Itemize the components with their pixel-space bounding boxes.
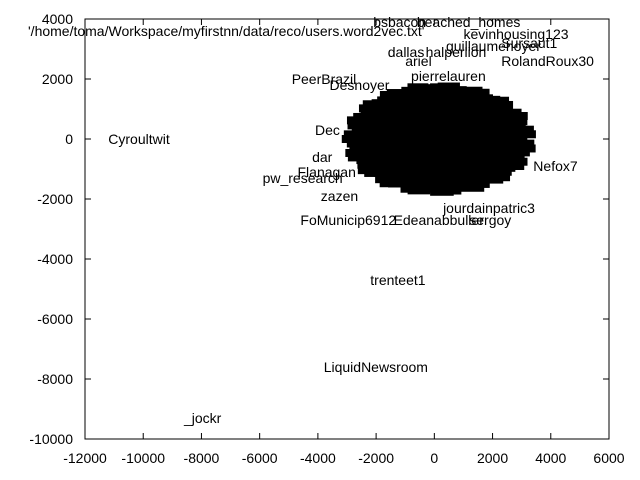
point-label: Cyroultwit — [108, 131, 170, 147]
point-label: pierrelauren — [411, 68, 486, 84]
point-label: zazen — [321, 188, 358, 204]
cluster-edge-glyph — [379, 179, 402, 188]
y-tick-label: -6000 — [37, 311, 73, 327]
x-tick-label: -4000 — [300, 450, 336, 466]
cluster-edge-glyph — [508, 125, 534, 134]
cluster-edge-glyph — [498, 152, 525, 161]
plot-frame — [84, 18, 610, 440]
point-label: Nefox7 — [533, 158, 578, 174]
cluster-edge-glyph — [468, 174, 494, 183]
point-label: dar — [312, 149, 333, 165]
cluster-edge-glyph — [357, 166, 378, 175]
y-tick-label: -10000 — [29, 431, 73, 447]
cluster-edge-glyph — [502, 111, 528, 120]
y-tick-label: 2000 — [42, 71, 73, 87]
x-tick-label: 6000 — [593, 450, 624, 466]
point-label: ariel — [405, 53, 431, 69]
point-label: trenteet1 — [370, 272, 425, 288]
point-label: guillaumehoyer — [446, 38, 541, 54]
cluster-edge-glyph — [349, 143, 368, 152]
y-tick-label: -4000 — [37, 251, 73, 267]
cluster-edge-glyph — [484, 96, 510, 105]
point-label: halperlion — [426, 44, 487, 60]
point-label: _jockr — [183, 410, 222, 426]
cluster-edge-glyph — [345, 148, 364, 157]
x-tick-label: -12000 — [63, 450, 107, 466]
x-tick-label: -10000 — [121, 450, 165, 466]
dense-cluster — [341, 82, 536, 196]
y-tick-label: 4000 — [42, 11, 73, 27]
point-label: RolandRoux30 — [501, 53, 594, 69]
point-label: Flanagan — [298, 164, 356, 180]
point-label: Sursaut1 — [501, 35, 557, 51]
cluster-edge-glyph — [488, 100, 514, 109]
point-label: sergoy — [469, 212, 511, 228]
cluster-edge-glyph — [341, 135, 359, 143]
chart-title: '/home/toma/Workspace/myfirstnn/data/rec… — [28, 23, 424, 39]
cluster-edge-glyph — [502, 117, 528, 126]
x-tick-label: -2000 — [358, 450, 394, 466]
x-tick-label: 4000 — [535, 450, 566, 466]
y-tick-label: -8000 — [37, 371, 73, 387]
cluster-edge-glyph — [374, 169, 396, 178]
cluster-edge-glyph — [377, 96, 397, 105]
point-label: PeerBrazil — [292, 71, 357, 87]
point-label: jourdainpatric3 — [442, 200, 535, 216]
cluster-edge-glyph — [466, 88, 490, 97]
point-label: Edeanabbuller — [394, 212, 485, 228]
x-tick-label: -6000 — [242, 450, 278, 466]
cluster-edge-glyph — [347, 153, 367, 162]
point-label: LiquidNewsroom — [324, 359, 428, 375]
cluster-blob — [352, 88, 516, 190]
x-tick-label: 2000 — [477, 450, 508, 466]
cluster-edge-glyph — [508, 139, 535, 148]
point-label: bsbacon — [373, 14, 426, 30]
x-tick-label: 0 — [430, 450, 438, 466]
y-axis-ticks: -10000 -8000 -6000 -4000 -2000 0 2000 4000 — [29, 11, 609, 447]
point-label: Dec — [315, 122, 340, 138]
point-label: kevinhousing123 — [463, 26, 568, 42]
cluster-edge-glyph — [501, 157, 528, 166]
point-label: FoMunicip6912 — [300, 212, 396, 228]
cluster-edge-glyph — [510, 130, 536, 139]
cluster-edge-glyph — [501, 135, 528, 143]
cluster-edge-glyph — [400, 184, 423, 193]
point-label: pw_research — [263, 170, 343, 186]
x-axis-ticks: -12000 -10000 -8000 -6000 -4000 -2000 0 2000 400… — [63, 19, 625, 466]
point-label: dallas — [388, 44, 425, 60]
x-tick-label: -8000 — [184, 450, 220, 466]
cluster-edge-glyph — [360, 110, 378, 119]
cluster-edge-glyph — [358, 104, 377, 113]
point-label: beached_homes — [417, 14, 521, 30]
y-tick-label: -2000 — [37, 191, 73, 207]
cluster-edge-glyph — [357, 160, 377, 169]
cluster-edge-glyph — [351, 126, 369, 135]
cluster-edge-glyph — [375, 175, 397, 184]
cluster-edge-glyph — [347, 121, 364, 130]
cluster-edge-glyph — [346, 139, 365, 148]
point-label: Desnoyer — [330, 77, 390, 93]
y-tick-label: 0 — [65, 131, 73, 147]
cluster-edge-glyph — [443, 181, 468, 190]
cluster-edge-glyph — [422, 87, 445, 96]
cluster-edge-glyph — [486, 167, 512, 176]
point-labels: _jockr LiquidNewsroom trenteet1 FoMunicip69… — [108, 14, 594, 426]
